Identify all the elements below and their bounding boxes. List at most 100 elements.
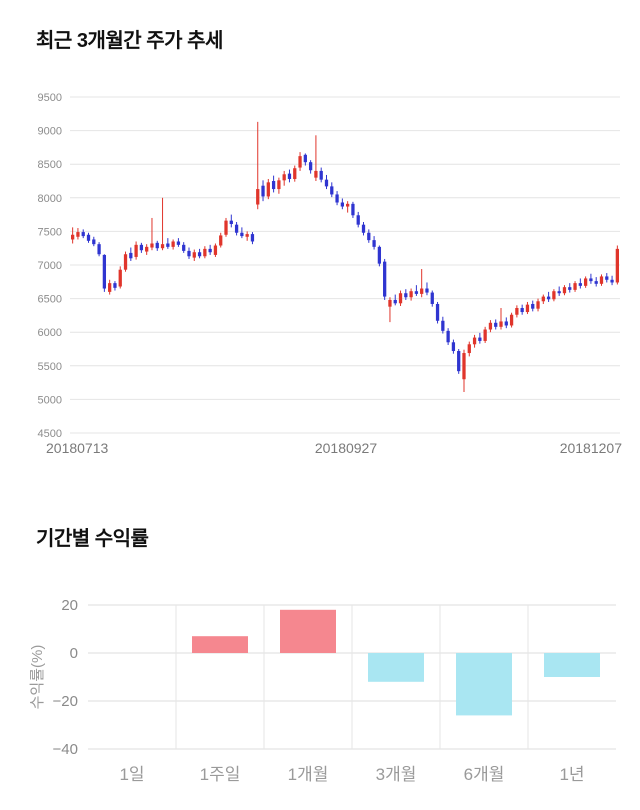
- candle-body: [531, 303, 535, 309]
- candle-body: [578, 283, 582, 286]
- candle-body: [599, 276, 604, 284]
- bar-category-label: 1년: [559, 765, 584, 784]
- candle-body: [383, 261, 387, 297]
- candle-body: [509, 314, 514, 326]
- candle-body: [420, 288, 424, 294]
- candle-body: [150, 243, 154, 248]
- candle-body: [319, 170, 323, 180]
- candle-body: [123, 254, 128, 270]
- bar-category-label: 1주일: [200, 765, 241, 784]
- y-axis-tick-label: 20: [61, 597, 78, 614]
- candle-body: [192, 252, 196, 258]
- bar-category-label: 1개월: [288, 765, 329, 784]
- x-axis-tick-label: 20181207: [560, 440, 623, 456]
- y-axis-tick-label: 8500: [38, 159, 62, 171]
- candle-body: [76, 232, 80, 237]
- candle-body: [197, 252, 202, 257]
- candle-body: [187, 250, 191, 257]
- x-axis-tick-label: 20180713: [46, 440, 109, 456]
- candle-body: [483, 329, 487, 341]
- candle-body: [224, 220, 228, 235]
- candle-body: [393, 299, 397, 304]
- candle-body: [499, 321, 503, 327]
- candle-body: [589, 278, 593, 282]
- candle-body: [208, 248, 212, 253]
- candle-body: [108, 283, 112, 292]
- candle-body: [467, 344, 471, 354]
- return-bar: [280, 609, 336, 653]
- y-axis-tick-label: −40: [53, 741, 78, 758]
- y-axis-tick-label: 7000: [38, 260, 62, 272]
- candle-body: [203, 248, 207, 257]
- candle-body: [240, 232, 244, 237]
- y-axis-tick-label: 8000: [38, 193, 62, 205]
- candle-body: [541, 296, 545, 302]
- candle-body: [113, 283, 117, 288]
- candle-body: [250, 234, 255, 242]
- candle-body: [594, 281, 598, 284]
- candle-body: [356, 215, 360, 225]
- candle-body: [414, 291, 419, 294]
- y-axis-tick-label: 0: [70, 645, 78, 662]
- candle-body: [546, 296, 551, 300]
- candlestick-chart-svg: 4500 5000 5500 6000 6500 7000 7500 8000 8500 9000…: [38, 92, 623, 456]
- candle-body: [388, 299, 392, 307]
- candle-body: [277, 180, 281, 190]
- candle-body: [176, 241, 181, 245]
- y-axis-tick-label: −20: [53, 693, 78, 710]
- returns-bar-chart-title: 기간별 수익률: [36, 528, 149, 550]
- candle-body: [298, 156, 302, 168]
- y-axis-tick-label: 9500: [38, 92, 62, 104]
- returns-bar-chart-svg: 20 0 −20 −40 1일 1주일 1개월 3개월 6개월 1년 수익률(%): [29, 597, 616, 784]
- candle-body: [81, 232, 85, 237]
- candle-body: [182, 244, 186, 251]
- candle-body: [488, 322, 493, 330]
- candle-body: [462, 353, 466, 380]
- candle-body: [155, 242, 159, 249]
- candle-body: [166, 243, 170, 247]
- y-axis-tick-label: 5000: [38, 394, 62, 406]
- candle-body: [377, 246, 382, 264]
- x-axis-tick-label: 20180927: [315, 440, 378, 456]
- candle-body: [367, 232, 371, 241]
- candle-body: [494, 322, 498, 327]
- candle-body: [308, 162, 313, 171]
- candle-body: [213, 245, 218, 255]
- candle-body: [340, 202, 344, 207]
- candle-body: [615, 248, 619, 283]
- candle-body: [573, 283, 577, 290]
- candle-body: [562, 287, 567, 294]
- candle-body: [525, 304, 530, 313]
- candle-body: [139, 244, 144, 251]
- candle-body: [271, 181, 276, 190]
- candle-body: [287, 173, 292, 179]
- candle-body: [86, 234, 91, 241]
- candle-body: [171, 241, 175, 247]
- y-axis-tick-label: 5500: [38, 361, 62, 373]
- candle-body: [520, 308, 524, 313]
- candle-body: [425, 288, 429, 293]
- candle-body: [134, 244, 138, 257]
- candle-body: [335, 194, 339, 203]
- candle-body: [71, 234, 75, 240]
- candle-body: [351, 203, 355, 216]
- candlestick-chart-title: 최근 3개월간 주가 추세: [36, 30, 223, 52]
- candle-body: [610, 279, 614, 283]
- candle-body: [536, 301, 540, 309]
- candle-body: [446, 330, 450, 343]
- candle-body: [282, 174, 286, 181]
- candle-body: [472, 337, 477, 345]
- candle-body: [129, 252, 133, 259]
- candle-body: [314, 170, 318, 178]
- candle-body: [398, 293, 403, 304]
- y-axis-tick-label: 9000: [38, 126, 62, 138]
- y-axis-tick-label: 4500: [38, 428, 62, 440]
- candle-body: [430, 292, 434, 304]
- candle-body: [145, 246, 149, 252]
- candle-body: [324, 179, 329, 187]
- candle-body: [118, 269, 122, 287]
- candle-body: [261, 185, 265, 197]
- candle-body: [256, 189, 260, 205]
- candle-body: [457, 351, 461, 372]
